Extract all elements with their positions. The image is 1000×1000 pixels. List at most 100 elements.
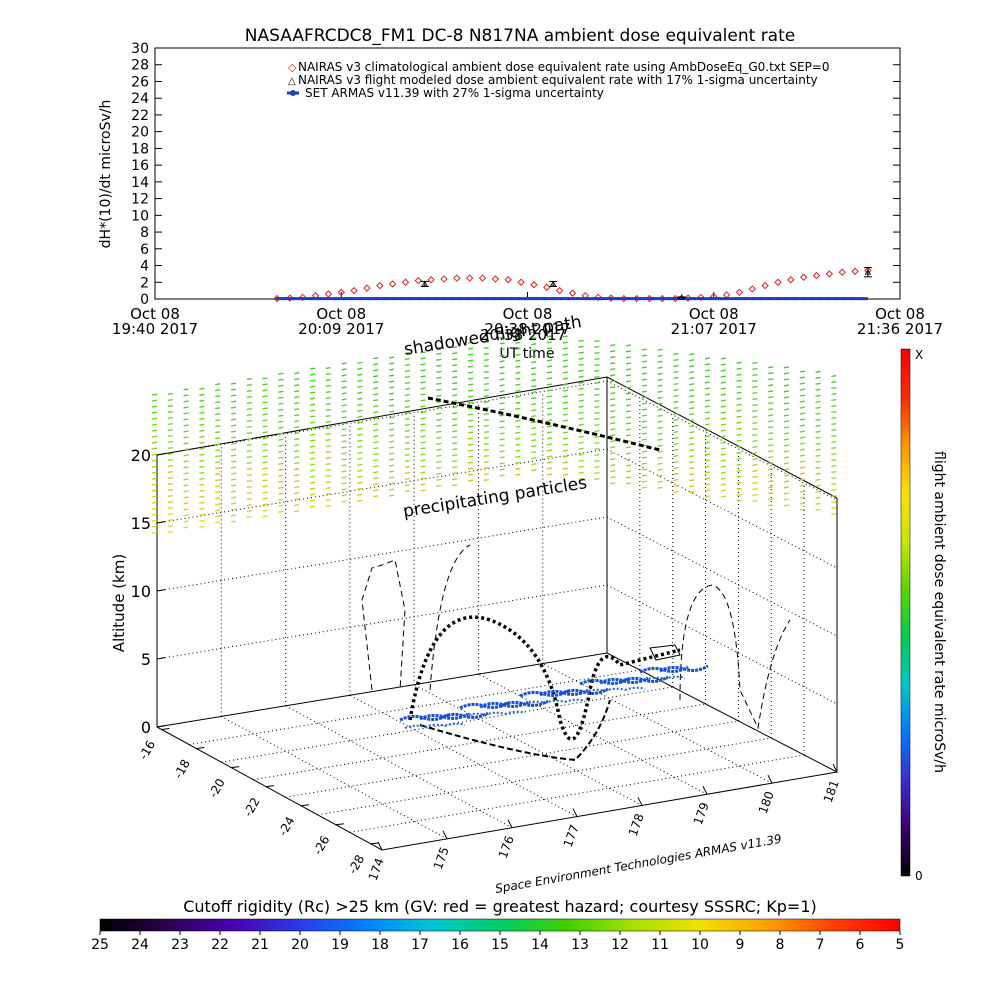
particle-dash [546,413,553,416]
particle-dash [831,446,837,450]
particle-dash [420,399,426,402]
particle-dash [673,358,679,362]
particle-dash [831,494,837,498]
particle-dash [768,408,774,411]
particle-dash [215,449,221,452]
particle-dash [199,453,205,456]
series-0-point [324,290,333,298]
legend: ◇ NAIRAS v3 climatological ambient dose … [287,60,830,100]
particle-dash [562,443,568,446]
particle-dash [404,399,410,403]
particle-dash [199,477,205,480]
particle-dash [420,453,426,456]
particle-dash [373,357,379,360]
particle-dash [499,450,505,453]
particle-dash [768,432,774,435]
series-2-point [793,296,797,301]
particle-dash [183,484,189,487]
particle-dash [151,513,158,516]
particle-dash [815,424,821,427]
particle-dash [704,357,711,360]
particle-dash [673,484,679,488]
particle-dash [373,423,379,426]
particle-dash [309,367,316,370]
particle-dash [657,360,663,363]
particle-dash [799,406,805,409]
particle-dash [199,525,205,528]
particle-dash [736,433,742,436]
particle-dash [215,461,221,464]
particle-dash [215,389,221,392]
particle-dash [341,494,347,497]
particle-dash [373,471,379,474]
particle-dash [610,440,616,443]
particle-dash [404,453,410,457]
rigidity-tick-label: 10 [691,937,709,953]
particle-dash [799,400,805,403]
particle-dash [467,473,474,476]
series-2-point [701,296,705,301]
particle-dash [373,465,379,468]
particle-dash [831,392,837,396]
particle-dash [183,496,189,499]
particle-dash [452,346,458,349]
series-2-point [392,296,396,301]
particle-dash [799,466,805,469]
ground-dose-trace [584,688,606,693]
particle-dash [215,455,221,458]
particle-dash [373,411,379,414]
particle-dash [452,460,458,463]
particle-dash [341,416,347,419]
particle-dash [783,420,790,423]
particle-dash [499,420,505,423]
particle-dash [341,374,347,377]
particle-dash [167,428,173,432]
particle-dash [436,448,442,451]
particle-dash [625,482,632,485]
particle-dash [467,455,474,458]
particle-dash [562,377,568,380]
particle-dash [594,369,600,373]
particle-dash [151,405,158,408]
particle-dash [215,467,221,470]
particle-dash [546,455,553,458]
particle-dash [546,407,553,410]
particle-dash [151,399,158,402]
x-tick-label-time: 21:36 2017 [857,320,943,338]
particle-dash [657,486,663,489]
particle-dash [452,448,458,451]
particle-dash [720,483,726,486]
particle-dash [546,395,553,398]
particle-dash [183,430,189,433]
series-2-point [626,296,630,301]
particle-dash [531,433,537,436]
series-0-point [774,278,782,286]
particle-dash [341,434,347,437]
particle-dash [831,458,837,462]
lat-tick-mark [370,842,379,845]
particle-dash [831,506,837,510]
particle-dash [657,480,663,483]
particle-dash [720,417,726,420]
particle-dash [799,472,805,475]
particle-dash [815,418,821,421]
particle-dash [562,419,568,422]
particle-dash [388,368,395,371]
particle-dash [183,400,189,403]
grid-lon-floor [349,694,578,818]
series-2-point [609,296,613,301]
particle-dash [309,487,316,490]
particle-dash [230,400,237,403]
particle-dash [689,479,695,482]
particle-dash [215,413,221,416]
particle-dash [562,341,568,344]
particle-dash [610,446,616,449]
particle-dash [799,496,805,499]
particle-dash [515,389,521,392]
particle-dash [815,442,821,445]
particle-dash [594,399,600,403]
particle-dash [799,508,805,511]
particle-dash [531,439,537,442]
particle-dash [341,488,347,491]
credit-label: Space Environment Technologies ARMAS v11… [494,832,783,896]
